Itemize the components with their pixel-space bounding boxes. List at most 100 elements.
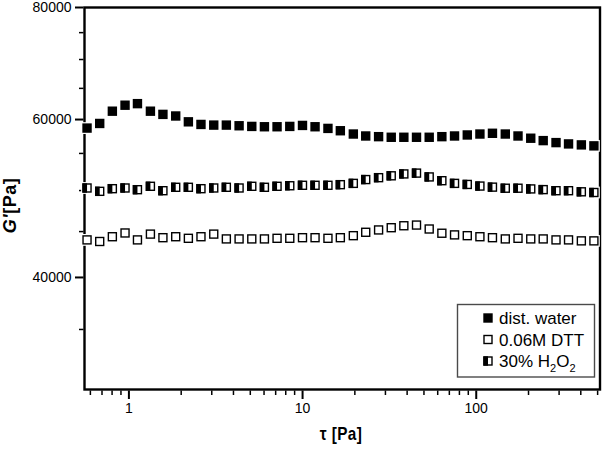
marker-filled-square (271, 121, 283, 133)
marker-filled-square (297, 120, 309, 132)
marker-open-square (220, 233, 232, 245)
marker-half-filled-square (461, 179, 473, 191)
marker-half-fill (272, 182, 277, 191)
marker-filled-square (309, 121, 321, 133)
x-axis-title: τ [Pa] (320, 424, 363, 444)
marker-face (539, 136, 548, 145)
marker-open-square (208, 228, 220, 240)
marker-open-square (499, 233, 511, 245)
rheology-plot: 400006000080000110100dist. water0.06M DT… (0, 0, 605, 452)
marker-half-fill (95, 187, 100, 196)
marker-half-fill (108, 184, 113, 193)
marker-half-fill (222, 183, 227, 192)
marker-face (260, 235, 268, 243)
marker-open-square (182, 232, 194, 244)
marker-face (235, 235, 243, 243)
marker-half-fill (501, 184, 506, 193)
marker-filled-square (474, 128, 486, 140)
marker-face (589, 141, 598, 150)
marker-open-square (474, 231, 486, 243)
marker-open-square (132, 234, 144, 246)
marker-open-square (259, 233, 271, 245)
marker-face (475, 129, 484, 138)
marker-half-filled-square (94, 185, 106, 197)
marker-half-filled-square (271, 180, 283, 192)
marker-open-square (271, 232, 283, 244)
marker-face (387, 133, 396, 142)
marker-face (564, 139, 573, 148)
marker-face (172, 233, 180, 241)
marker-filled-square (482, 312, 494, 324)
marker-face (311, 234, 319, 242)
marker-half-filled-square (309, 179, 321, 191)
marker-filled-square (499, 128, 511, 140)
marker-filled-square (575, 139, 587, 151)
marker-face (324, 234, 332, 242)
marker-half-filled-square (182, 181, 194, 193)
marker-filled-square (334, 125, 346, 137)
marker-filled-square (322, 123, 334, 135)
marker-face (513, 131, 522, 140)
marker-face (184, 234, 192, 242)
marker-face (96, 237, 104, 245)
marker-half-filled-square (220, 181, 232, 193)
marker-half-filled-square (246, 180, 258, 192)
marker-open-square (145, 228, 157, 240)
marker-filled-square (423, 131, 435, 143)
marker-face (577, 140, 586, 149)
marker-filled-square (106, 105, 118, 117)
marker-face (273, 234, 281, 242)
marker-face (463, 232, 471, 240)
marker-filled-square (449, 130, 461, 142)
marker-open-square (347, 230, 359, 242)
marker-half-filled-square (563, 185, 575, 197)
marker-face (400, 222, 408, 230)
marker-open-square (233, 233, 245, 245)
marker-half-fill (589, 188, 594, 197)
marker-half-fill (209, 183, 214, 192)
marker-half-filled-square (119, 182, 131, 194)
marker-face (298, 234, 306, 242)
marker-open-square (195, 231, 207, 243)
marker-half-fill (483, 356, 488, 365)
marker-half-fill (425, 172, 430, 181)
marker-half-filled-square (233, 182, 245, 194)
marker-half-fill (513, 184, 518, 193)
marker-half-fill (323, 181, 328, 190)
marker-face (260, 122, 269, 131)
marker-face (361, 131, 370, 140)
marker-face (222, 235, 230, 243)
marker-half-fill (260, 183, 265, 192)
marker-filled-square (182, 116, 194, 128)
marker-half-filled-square (81, 182, 93, 194)
marker-face (196, 120, 205, 129)
marker-half-filled-square (259, 181, 271, 193)
marker-face (210, 230, 218, 238)
marker-half-fill (146, 182, 151, 191)
marker-face (159, 234, 167, 242)
marker-face (83, 236, 91, 244)
marker-filled-square (233, 120, 245, 132)
marker-open-square (322, 232, 334, 244)
marker-filled-square (373, 131, 385, 143)
marker-face (133, 99, 142, 108)
marker-open-square (525, 233, 537, 245)
marker-face (483, 313, 492, 322)
marker-half-filled-square (157, 185, 169, 197)
marker-open-square (170, 231, 182, 243)
marker-half-fill (133, 185, 138, 194)
marker-face (95, 119, 104, 128)
marker-face (387, 224, 395, 232)
marker-filled-square (246, 121, 258, 133)
marker-filled-square (385, 131, 397, 143)
marker-open-square (119, 227, 131, 239)
legend-label: 30% H2O2 (499, 352, 576, 374)
marker-open-square (575, 235, 587, 247)
marker-open-square (297, 232, 309, 244)
marker-filled-square (436, 131, 448, 143)
marker-face (565, 236, 573, 244)
marker-face (298, 121, 307, 130)
marker-open-square (157, 232, 169, 244)
marker-half-filled-square (284, 180, 296, 192)
marker-half-filled-square (423, 171, 435, 183)
